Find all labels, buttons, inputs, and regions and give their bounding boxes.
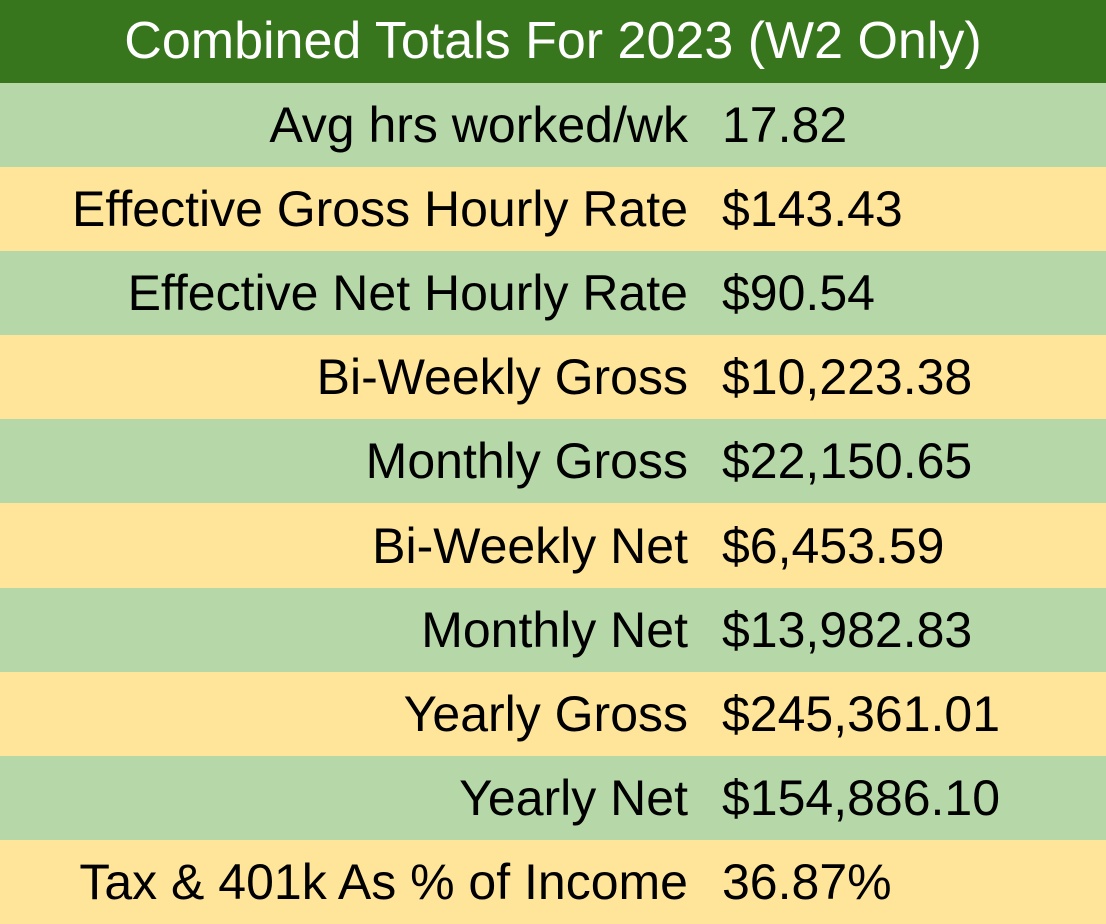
row-label-cell[interactable]: Yearly Net — [459, 769, 688, 826]
table-row: Monthly Net $13,982.83 — [0, 587, 1106, 672]
table-row: Bi-Weekly Gross $10,223.38 — [0, 335, 1106, 420]
table-row: Yearly Gross $245,361.01 — [0, 671, 1106, 756]
row-value-cell[interactable]: $245,361.01 — [722, 685, 1001, 742]
row-value-cell[interactable]: $90.54 — [722, 265, 875, 322]
row-label-cell[interactable]: Tax & 401k As % of Income — [79, 853, 688, 910]
table-row: Effective Gross Hourly Rate $143.43 — [0, 167, 1106, 252]
row-label-cell[interactable]: Effective Gross Hourly Rate — [72, 181, 688, 238]
row-label-cell[interactable]: Effective Net Hourly Rate — [127, 265, 688, 322]
row-value-cell[interactable]: $13,982.83 — [722, 601, 973, 658]
row-value-cell[interactable]: $10,223.38 — [722, 349, 973, 406]
row-value-cell[interactable]: $6,453.59 — [722, 517, 945, 574]
table-row: Effective Net Hourly Rate $90.54 — [0, 251, 1106, 336]
row-label-cell[interactable]: Bi-Weekly Net — [372, 517, 688, 574]
row-label-cell[interactable]: Bi-Weekly Gross — [316, 349, 688, 406]
row-value-cell[interactable]: $154,886.10 — [722, 769, 1001, 826]
row-label-cell[interactable]: Monthly Net — [421, 601, 688, 658]
table-row: Avg hrs worked/wk 17.82 — [0, 83, 1106, 168]
row-value-cell[interactable]: $22,150.65 — [722, 433, 973, 490]
row-value-cell[interactable]: 17.82 — [722, 97, 848, 154]
table-row: Tax & 401k As % of Income 36.87% — [0, 839, 1106, 924]
row-value-cell[interactable]: $143.43 — [722, 181, 903, 238]
table-row: Bi-Weekly Net $6,453.59 — [0, 503, 1106, 588]
row-label-cell[interactable]: Avg hrs worked/wk — [269, 97, 688, 154]
table-title-cell[interactable]: Combined Totals For 2023 (W2 Only) — [0, 0, 1106, 83]
table-rows: Avg hrs worked/wk 17.82 Effective Gross … — [0, 83, 1106, 924]
row-label-cell[interactable]: Monthly Gross — [365, 433, 688, 490]
table-row: Monthly Gross $22,150.65 — [0, 419, 1106, 504]
row-value-cell[interactable]: 36.87% — [722, 853, 892, 910]
table-row: Yearly Net $154,886.10 — [0, 755, 1106, 840]
row-label-cell[interactable]: Yearly Gross — [403, 685, 688, 742]
